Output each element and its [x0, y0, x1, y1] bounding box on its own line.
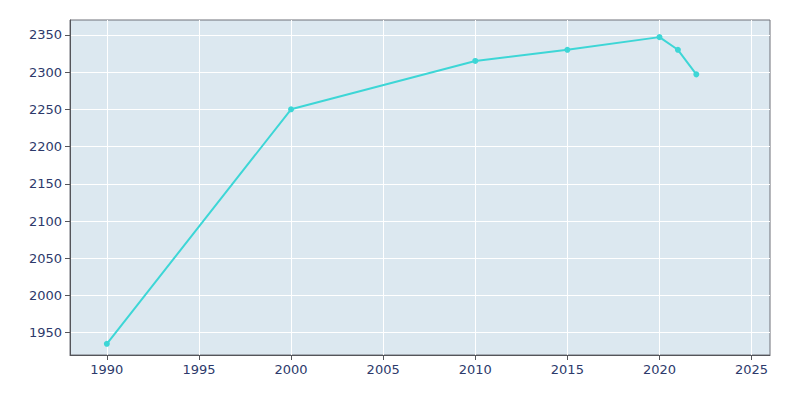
svg-text:2150: 2150 — [29, 176, 62, 191]
svg-text:2200: 2200 — [29, 139, 62, 154]
svg-text:2000: 2000 — [29, 288, 62, 303]
svg-text:2010: 2010 — [459, 362, 492, 377]
svg-text:2000: 2000 — [275, 362, 308, 377]
svg-text:2050: 2050 — [29, 251, 62, 266]
svg-text:1950: 1950 — [29, 325, 62, 340]
svg-text:2005: 2005 — [367, 362, 400, 377]
svg-text:2350: 2350 — [29, 27, 62, 42]
svg-text:2100: 2100 — [29, 214, 62, 229]
svg-text:2020: 2020 — [643, 362, 676, 377]
svg-text:1990: 1990 — [90, 362, 123, 377]
svg-text:1995: 1995 — [182, 362, 215, 377]
svg-text:2300: 2300 — [29, 65, 62, 80]
svg-text:2025: 2025 — [735, 362, 768, 377]
svg-text:2250: 2250 — [29, 102, 62, 117]
svg-text:2015: 2015 — [551, 362, 584, 377]
